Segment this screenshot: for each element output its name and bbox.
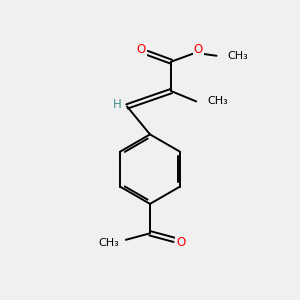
Text: O: O <box>136 44 146 56</box>
Text: CH₃: CH₃ <box>207 96 228 106</box>
Text: O: O <box>176 236 185 249</box>
Text: CH₃: CH₃ <box>99 238 119 248</box>
Text: O: O <box>194 44 203 56</box>
Text: CH₃: CH₃ <box>228 51 248 61</box>
Text: H: H <box>113 98 122 111</box>
